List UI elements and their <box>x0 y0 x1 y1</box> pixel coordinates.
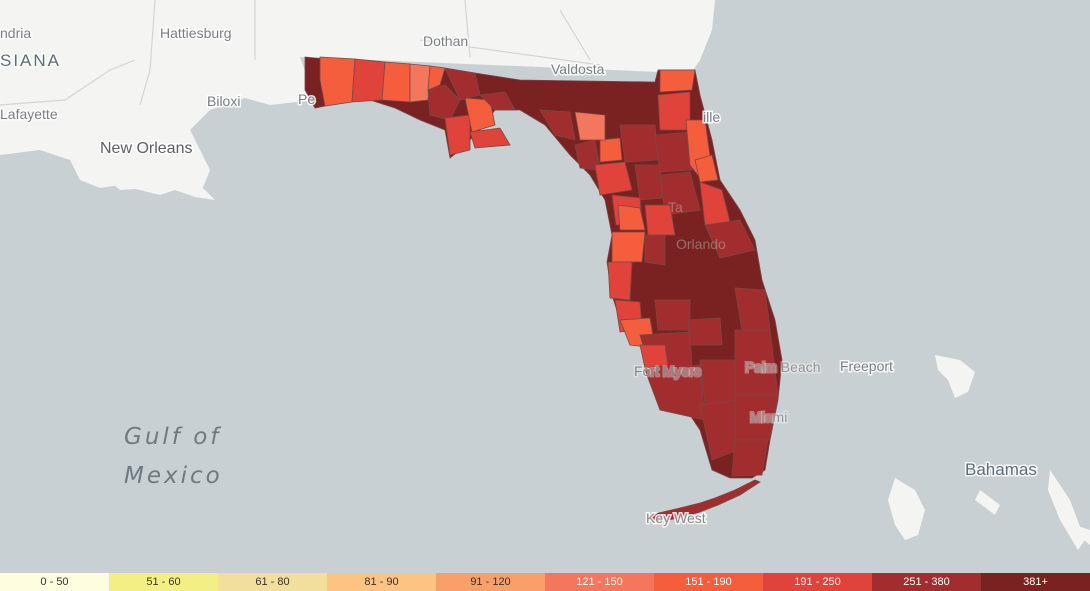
label-palm-beach: Palm Beach <box>745 359 820 375</box>
legend-bin: 91 - 120 <box>436 573 545 591</box>
legend-bar: 0 - 50 51 - 60 61 - 80 81 - 90 91 - 120 121 -… <box>0 573 1090 591</box>
legend-bin: 251 - 380 <box>872 573 981 591</box>
label-hattiesburg: Hattiesburg <box>160 25 232 41</box>
land-louisiana-delta <box>70 160 215 200</box>
label-gulf-line1: Gulf of <box>124 424 221 450</box>
label-lafayette: Lafayette <box>0 106 58 122</box>
label-orlando: Orlando <box>676 236 726 252</box>
legend-bin: 381+ <box>981 573 1090 591</box>
legend-bin: 81 - 90 <box>327 573 436 591</box>
label-gulf-line2: Mexico <box>124 463 223 489</box>
map-labels: ndria Hattiesburg Dothan Valdosta SIANA … <box>0 24 1038 528</box>
label-freeport: Freeport <box>840 358 893 374</box>
label-valdosta: Valdosta <box>551 61 605 77</box>
label-key-west: Key West <box>646 510 706 526</box>
florida-keys <box>649 479 761 523</box>
legend-bin: 61 - 80 <box>218 573 327 591</box>
legend-bin: 151 - 190 <box>654 573 763 591</box>
florida-counties <box>304 56 783 479</box>
label-new-orleans: New Orleans <box>100 140 192 157</box>
label-bahamas: Bahamas <box>965 460 1037 479</box>
label-dothan: Dothan <box>423 33 468 49</box>
legend-bin: 191 - 250 <box>763 573 872 591</box>
legend-bin: 0 - 50 <box>0 573 109 591</box>
legend-bin: 121 - 150 <box>545 573 654 591</box>
legend-bin: 51 - 60 <box>109 573 218 591</box>
label-alexandria: ndria <box>0 25 31 41</box>
state-borders <box>0 0 601 106</box>
label-fort-myers: Fort Myers <box>634 363 701 379</box>
label-tampa: Ta <box>668 199 683 215</box>
label-miami: Miami <box>750 409 787 425</box>
label-jacksonville: ille <box>703 109 720 125</box>
land-bahamas <box>888 355 1090 550</box>
label-louisiana: SIANA <box>0 51 61 70</box>
land-mainland <box>0 0 715 195</box>
label-pensacola: Pe <box>298 91 315 107</box>
map-canvas[interactable]: ndria Hattiesburg Dothan Valdosta SIANA … <box>0 0 1090 573</box>
label-biloxi: Biloxi <box>207 93 240 109</box>
